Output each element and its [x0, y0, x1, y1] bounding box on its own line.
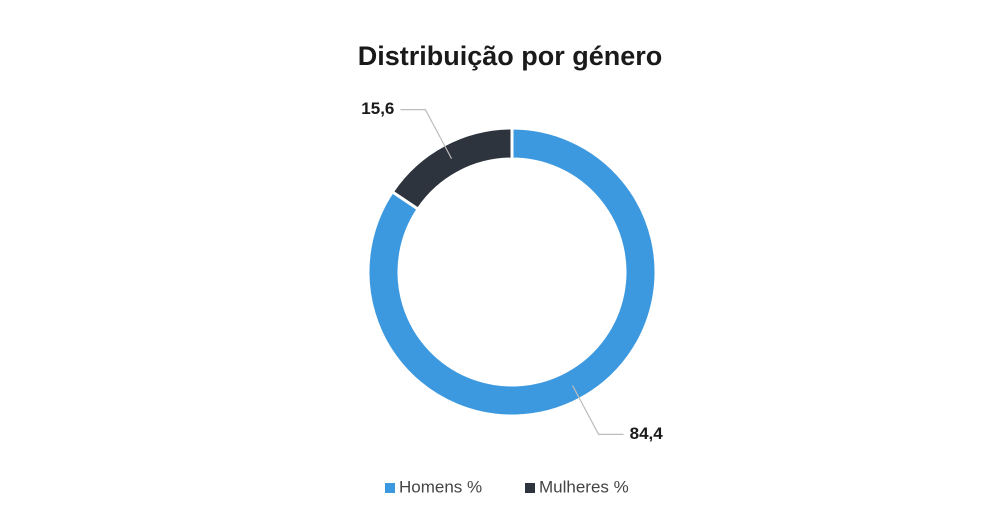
donut-segment	[390, 126, 514, 212]
legend-label: Mulheres %	[539, 477, 629, 496]
legend-label: Homens %	[399, 477, 482, 496]
donut-segment	[366, 126, 658, 418]
chart-title: Distribuição por género	[358, 41, 663, 71]
leader-line	[400, 109, 453, 159]
legend-swatch	[525, 483, 535, 493]
data-label: 15,6	[361, 99, 394, 118]
legend-swatch	[385, 483, 395, 493]
data-label: 84,4	[630, 424, 664, 443]
leader-line	[571, 385, 624, 435]
